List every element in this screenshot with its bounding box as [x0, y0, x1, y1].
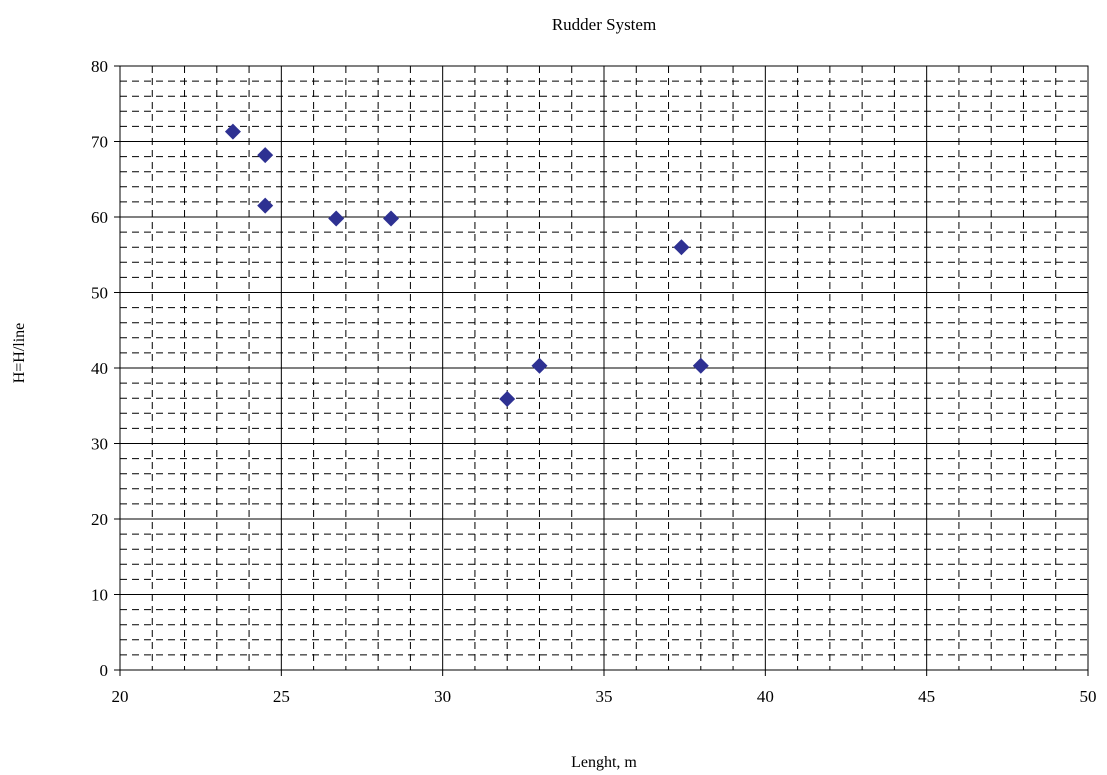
- x-axis-ticks: 20 25 30 35 40 45 50: [112, 670, 1097, 706]
- y-tick-label: 20: [91, 510, 108, 529]
- x-tick-label: 25: [273, 687, 290, 706]
- y-tick-label: 10: [91, 586, 108, 605]
- data-point-diamond: [257, 197, 274, 214]
- data-points: [224, 123, 709, 407]
- y-tick-label: 80: [91, 57, 108, 76]
- y-axis-ticks: 0 10 20 30 40 50 60 70 80: [91, 57, 120, 680]
- y-tick-label: 50: [91, 284, 108, 303]
- data-point-diamond: [499, 390, 516, 407]
- plot-grid: [119, 65, 1089, 671]
- y-tick-label: 40: [91, 359, 108, 378]
- data-point-diamond: [328, 210, 345, 227]
- data-point-diamond: [673, 239, 690, 256]
- x-tick-label: 20: [112, 687, 129, 706]
- data-point-diamond: [224, 123, 241, 140]
- data-point-diamond: [531, 357, 548, 374]
- y-tick-label: 70: [91, 133, 108, 152]
- y-tick-label: 30: [91, 435, 108, 454]
- chart-title: Rudder System: [552, 15, 656, 34]
- data-point-diamond: [383, 210, 400, 227]
- x-tick-label: 50: [1080, 687, 1097, 706]
- x-tick-label: 35: [596, 687, 613, 706]
- y-axis-label: H=H/line: [11, 323, 28, 384]
- x-axis-label: Lenght, m: [571, 754, 637, 771]
- x-tick-label: 45: [918, 687, 935, 706]
- x-tick-label: 40: [757, 687, 774, 706]
- data-point-diamond: [257, 147, 274, 164]
- y-tick-label: 0: [100, 661, 109, 680]
- x-tick-label: 30: [434, 687, 451, 706]
- y-tick-label: 60: [91, 208, 108, 227]
- data-point-diamond: [692, 357, 709, 374]
